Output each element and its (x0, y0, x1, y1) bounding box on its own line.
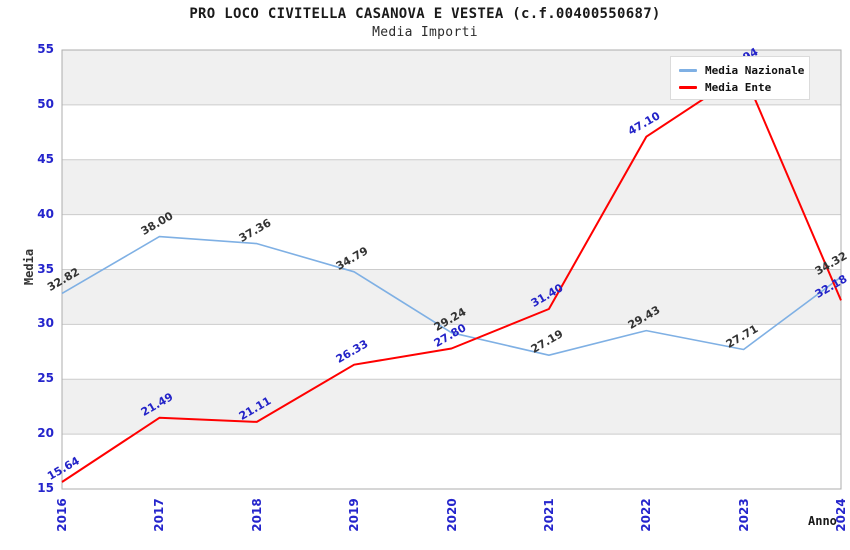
plot-band (62, 434, 841, 489)
chart-subtitle: Media Importi (372, 25, 478, 40)
plot-band (62, 214, 841, 270)
plot-band (62, 269, 841, 325)
legend-item-media-ente: Media Ente (679, 79, 809, 96)
plot-band (62, 379, 841, 435)
plot-border (61, 49, 842, 490)
chart-title: PRO LOCO CIVITELLA CASANOVA E VESTEA (c.… (189, 6, 661, 22)
plot-band (62, 159, 841, 215)
series-line-media-nazionale (61, 235, 842, 357)
legend: Media Nazionale Media Ente (670, 56, 810, 100)
legend-label: Media Ente (705, 81, 772, 94)
legend-swatch-nazionale-icon (679, 69, 697, 72)
legend-label: Media Nazionale (705, 64, 805, 77)
plot-band (62, 104, 841, 160)
legend-item-media-nazionale: Media Nazionale (679, 62, 809, 79)
legend-swatch-ente-icon (679, 86, 697, 89)
